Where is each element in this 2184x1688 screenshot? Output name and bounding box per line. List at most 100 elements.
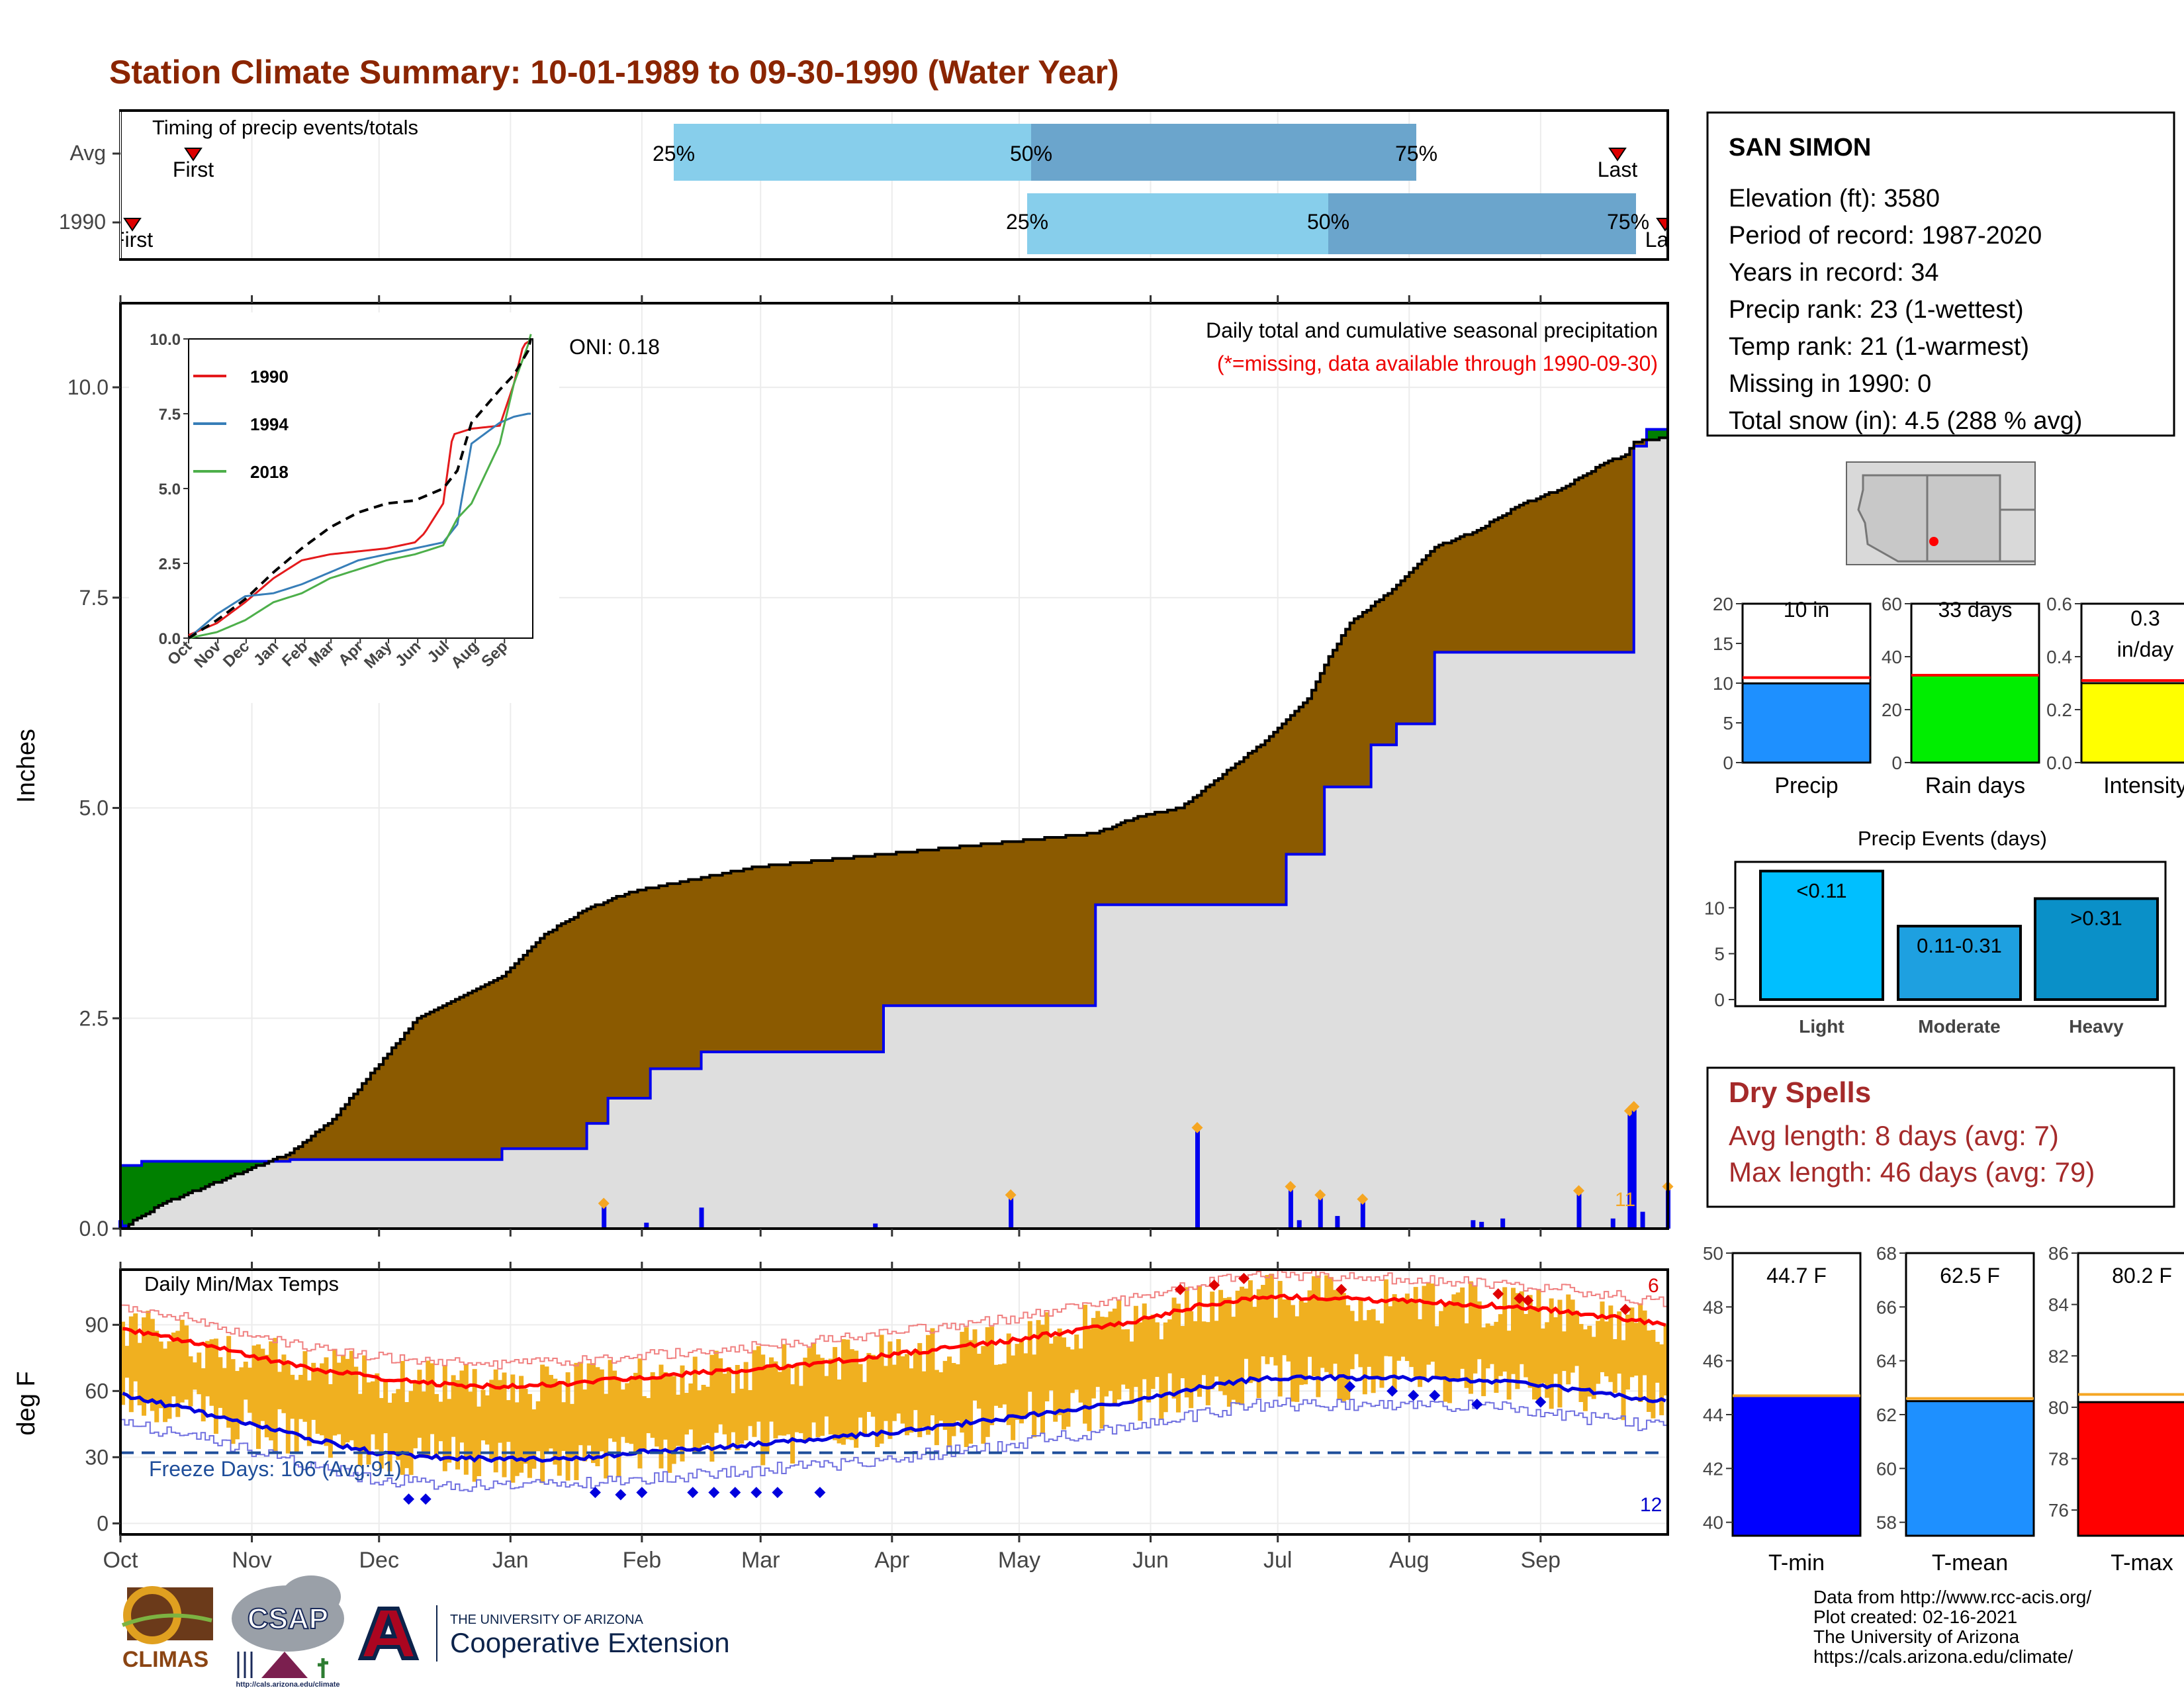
- temp-daily-bar: [362, 1355, 367, 1454]
- temp-daily-bar: [163, 1348, 168, 1423]
- daily-precip-bar: [1631, 1106, 1637, 1229]
- temp-daily-bar: [218, 1357, 223, 1408]
- temp-daily-bar: [1646, 1330, 1651, 1412]
- month-axis: Oct Nov Dec Jan Feb Mar Apr May Jun Jul Aug Sep: [103, 1262, 1561, 1573]
- daily-precip-bar: [122, 1224, 128, 1229]
- temp-daily-bar: [616, 1379, 621, 1477]
- temp-daily-bar: [1527, 1295, 1533, 1388]
- temp-daily-bar: [1036, 1320, 1041, 1417]
- station-years: Years in record: 34: [1729, 259, 1939, 287]
- temp-daily-bar: [1286, 1297, 1291, 1362]
- temp-daily-bar: [595, 1367, 600, 1467]
- temp-daily-bar: [1248, 1280, 1253, 1383]
- record-low-marker: [729, 1487, 741, 1499]
- temp-summary-y-tick-label: 44: [1703, 1405, 1723, 1425]
- record-high-marker: [1522, 1295, 1534, 1307]
- temp-max-avg-line: [122, 1293, 1666, 1390]
- temp-daily-bar: [1638, 1303, 1643, 1403]
- temp-daily-bar: [569, 1403, 574, 1458]
- temp-daily-bar: [1222, 1297, 1228, 1395]
- temp-daily-bar: [463, 1364, 469, 1475]
- timing-year-last-label: Last: [1645, 228, 1686, 252]
- precip-normal-line: [120, 428, 1668, 1167]
- temp-daily-bar: [752, 1350, 757, 1437]
- temp-summary-y-tick-label: 68: [1876, 1243, 1897, 1264]
- temp-summary-bar-t-mean: [1905, 1400, 2035, 1537]
- summary-bar-intensity: [2080, 682, 2184, 764]
- temp-daily-bar: [1226, 1297, 1232, 1407]
- temp-summary-y-tick-label: 50: [1703, 1243, 1723, 1264]
- temp-daily-bar: [290, 1374, 295, 1419]
- summary-bar-value-line2: in/day: [2117, 637, 2173, 661]
- temp-summary-bar-t-min: [1731, 1395, 1862, 1537]
- temp-daily-bar: [748, 1390, 753, 1427]
- temp-daily-bar: [815, 1354, 821, 1438]
- temp-summary-value: 62.5 F: [1940, 1264, 2000, 1288]
- timing-row-label-year: 1990: [59, 210, 106, 234]
- temp-daily-bar: [120, 1321, 126, 1405]
- temp-daily-bar: [790, 1384, 796, 1464]
- csap-logo-cloud-top: [281, 1575, 341, 1618]
- temp-max-envelope: [120, 1270, 1668, 1370]
- timing-year-marker-clip: First Last: [122, 218, 1686, 252]
- summary-bar-y-tick-label: 0.6: [2046, 594, 2072, 614]
- temp-daily-bar: [993, 1364, 999, 1406]
- temp-summary-y-tick-label: 46: [1703, 1351, 1723, 1372]
- temp-daily-bar: [1311, 1276, 1316, 1376]
- temp-daily-bar: [336, 1362, 341, 1434]
- temp-daily-bar: [1019, 1340, 1024, 1424]
- temp-daily-bar: [1184, 1287, 1189, 1398]
- precip-corner-count: 11: [1615, 1189, 1635, 1211]
- temp-daily-bar: [1040, 1325, 1045, 1434]
- temp-daily-bar: [531, 1409, 537, 1469]
- footer-line-university: The University of Arizona: [1813, 1626, 2020, 1647]
- temp-daily-bar: [1337, 1288, 1342, 1400]
- freeze-days-label: Freeze Days: 106 (Avg:91): [149, 1457, 402, 1481]
- events-y-tick-label: 5: [1714, 944, 1725, 964]
- temp-daily-bar: [1062, 1337, 1067, 1430]
- temp-daily-bar: [281, 1354, 287, 1413]
- temp-daily-bar: [1375, 1320, 1381, 1378]
- inset-series-line: [188, 412, 531, 639]
- temp-daily-bar: [921, 1371, 927, 1427]
- station-snow: Total snow (in): 4.5 (288 % avg): [1729, 407, 2082, 435]
- temp-daily-bar: [1578, 1324, 1584, 1403]
- timing-year-p75: 75%: [1607, 210, 1649, 234]
- temp-daily-bar: [1083, 1305, 1088, 1424]
- temp-daily-bar: [1256, 1289, 1261, 1399]
- temp-daily-bar: [1006, 1333, 1011, 1425]
- temp-daily-bar: [1524, 1313, 1529, 1378]
- temp-daily-bar: [930, 1328, 935, 1416]
- temp-daily-bar: [472, 1369, 477, 1482]
- temp-daily-bar: [1023, 1353, 1028, 1417]
- temp-daily-bar: [981, 1346, 986, 1444]
- temp-daily-bar: [629, 1378, 634, 1444]
- inset-legend: 1990 1994 2018: [193, 367, 289, 482]
- temp-daily-bar: [1099, 1317, 1105, 1429]
- temp-daily-bar: [1303, 1302, 1308, 1385]
- inset-y-tick-label: 7.5: [159, 406, 181, 424]
- temp-daily-bar: [468, 1391, 473, 1460]
- temp-daily-bar: [1367, 1310, 1372, 1367]
- temp-daily-bar: [951, 1363, 956, 1436]
- temp-daily-bar: [722, 1374, 727, 1434]
- temp-daily-bar: [769, 1357, 774, 1422]
- summary-bar-value-line1: 0.3: [2130, 606, 2160, 630]
- temp-daily-bar: [684, 1393, 689, 1435]
- temp-daily-bar: [1116, 1299, 1122, 1400]
- temp-y-tick-label: 0: [97, 1511, 109, 1535]
- temp-daily-bar: [1167, 1319, 1173, 1374]
- temp-daily-bar: [1138, 1322, 1143, 1421]
- temp-daily-bar: [438, 1401, 443, 1442]
- temp-daily-bar: [1154, 1322, 1160, 1378]
- daily-precip-marker: [1357, 1194, 1369, 1205]
- temp-daily-bar: [1095, 1311, 1101, 1387]
- precip-event-range: <0.11: [1796, 879, 1846, 902]
- timing-avg-bar-late: [1031, 124, 1416, 181]
- temp-daily-bar: [1074, 1335, 1079, 1390]
- record-low-marker: [1535, 1396, 1547, 1408]
- record-low-marker: [687, 1487, 699, 1499]
- temp-daily-bar: [1591, 1336, 1596, 1399]
- temp-daily-bar: [1180, 1326, 1185, 1379]
- precip-y-tick-label: 7.5: [79, 586, 109, 610]
